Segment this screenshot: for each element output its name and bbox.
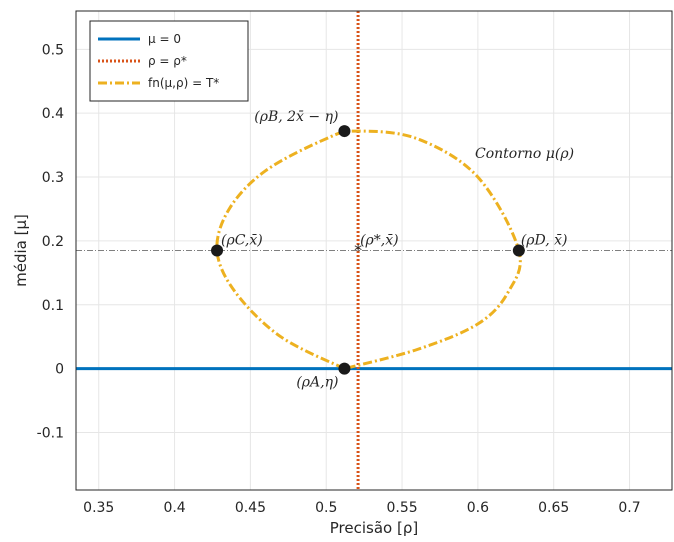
y-tick-label: 0.1 <box>42 298 64 314</box>
y-axis-ticks: -0.1 0 0.1 0.2 0.3 0.4 0.5 <box>37 42 64 441</box>
y-tick-label: 0.3 <box>42 170 64 186</box>
points-group: (ρA,η) (ρB, 2x̄ − η) (ρC,x̄) (ρD, x̄) *(ρ*,x… <box>211 109 568 391</box>
legend-label: μ = 0 <box>148 32 181 46</box>
x-axis-label: Precisão [ρ] <box>330 519 418 537</box>
y-tick-label: 0.5 <box>42 42 64 58</box>
x-tick-label: 0.65 <box>538 500 569 516</box>
x-tick-label: 0.35 <box>83 500 114 516</box>
contour-point <box>512 244 525 257</box>
point-label: (ρA,η) <box>296 375 338 391</box>
legend-box <box>89 20 249 102</box>
y-tick-label: 0.4 <box>42 106 64 122</box>
point-label: (ρB, 2x̄ − η) <box>254 109 338 125</box>
x-tick-label: 0.4 <box>163 500 185 516</box>
x-tick-label: 0.5 <box>315 500 337 516</box>
series-contour-curve <box>215 129 522 371</box>
y-tick-label: 0.2 <box>42 234 64 250</box>
contour-point <box>338 125 351 138</box>
contour-point <box>211 244 224 257</box>
point-label: (ρD, x̄) <box>521 233 568 249</box>
x-tick-label: 0.45 <box>235 500 266 516</box>
x-tick-label: 0.55 <box>386 500 417 516</box>
series-group <box>76 11 672 490</box>
x-tick-label: 0.7 <box>618 500 640 516</box>
point-label: (ρC,x̄) <box>221 233 263 249</box>
legend: μ = 0 ρ = ρ* fn(μ,ρ) = T* <box>89 20 249 102</box>
contour-annotation: Contorno μ(ρ) <box>475 146 574 162</box>
y-tick-label: -0.1 <box>37 426 64 442</box>
legend-label: fn(μ,ρ) = T* <box>148 76 219 90</box>
plot-frame <box>75 10 673 491</box>
x-tick-label: 0.6 <box>467 500 489 516</box>
contour-point <box>338 362 351 375</box>
legend-label: ρ = ρ* <box>148 54 187 68</box>
x-axis-ticks: 0.35 0.4 0.45 0.5 0.55 0.6 0.65 0.7 <box>83 500 641 516</box>
star-point-marker: * <box>354 241 362 260</box>
y-axis-label: média [μ] <box>12 214 30 287</box>
star-point-label: (ρ*,x̄) <box>360 233 399 249</box>
y-tick-label: 0 <box>55 362 64 378</box>
